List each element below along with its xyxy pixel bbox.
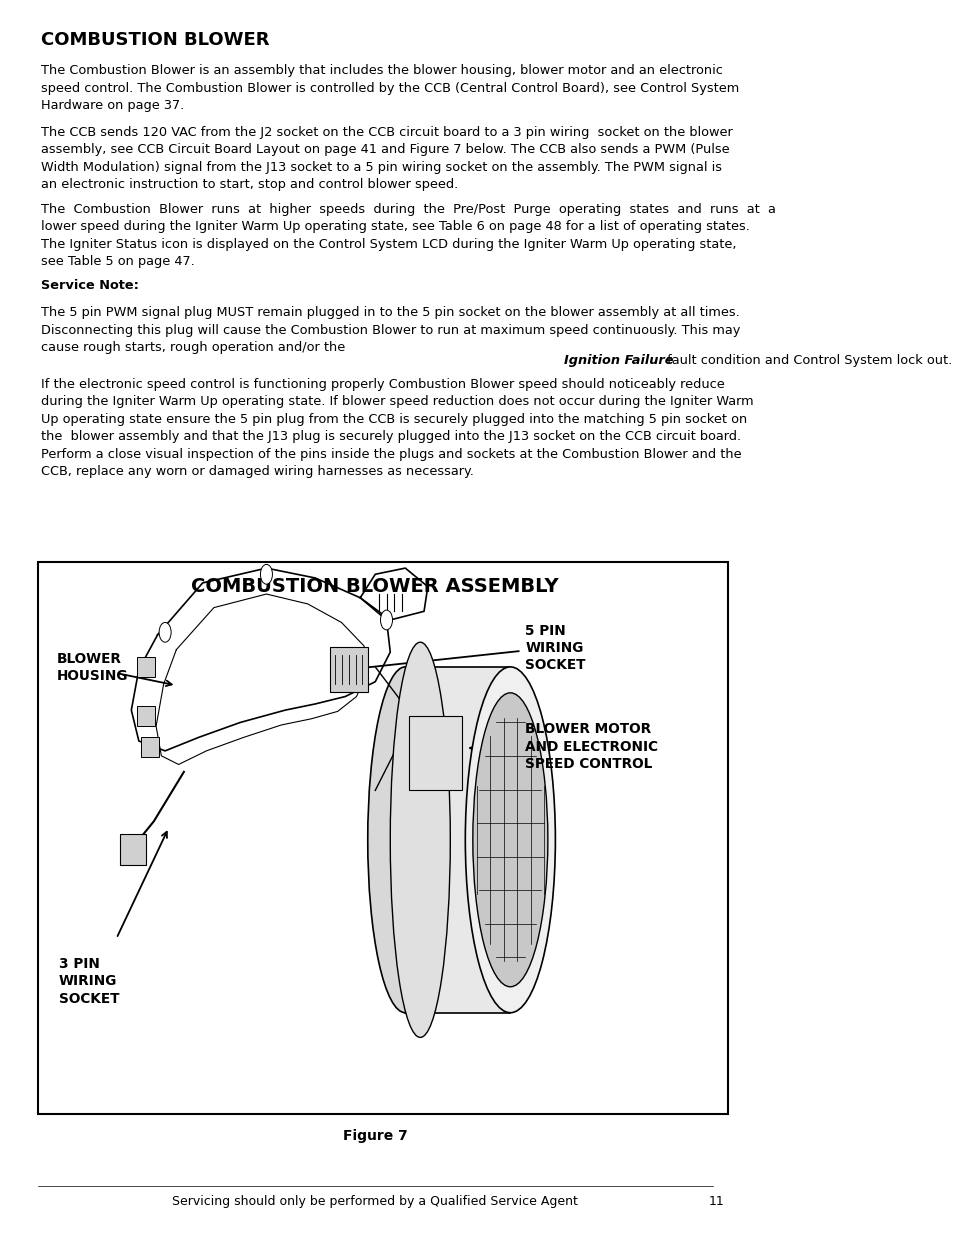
Bar — [137, 706, 155, 726]
Bar — [141, 737, 159, 757]
Ellipse shape — [367, 667, 442, 1013]
Bar — [405, 667, 510, 1013]
Ellipse shape — [465, 667, 555, 1013]
Text: 3 PIN
WIRING
SOCKET: 3 PIN WIRING SOCKET — [58, 957, 119, 1005]
Text: Figure 7: Figure 7 — [342, 1129, 407, 1142]
Text: The 5 pin PWM signal plug MUST remain plugged in to the 5 pin socket on the blow: The 5 pin PWM signal plug MUST remain pl… — [41, 306, 740, 354]
Bar — [330, 647, 367, 692]
Text: fault condition and Control System lock out.: fault condition and Control System lock … — [662, 353, 952, 367]
Text: If the electronic speed control is functioning properly Combustion Blower speed : If the electronic speed control is funct… — [41, 378, 753, 478]
Text: BLOWER
HOUSING: BLOWER HOUSING — [56, 652, 128, 683]
Text: COMBUSTION BLOWER ASSEMBLY: COMBUSTION BLOWER ASSEMBLY — [192, 577, 558, 595]
Bar — [137, 657, 155, 677]
Text: 5 PIN
WIRING
SOCKET: 5 PIN WIRING SOCKET — [525, 624, 585, 672]
Text: Service Note:: Service Note: — [41, 279, 139, 293]
Text: The CCB sends 120 VAC from the J2 socket on the CCB circuit board to a 3 pin wir: The CCB sends 120 VAC from the J2 socket… — [41, 126, 732, 191]
Bar — [120, 834, 146, 864]
Text: COMBUSTION BLOWER: COMBUSTION BLOWER — [41, 31, 270, 49]
Circle shape — [159, 622, 171, 642]
Ellipse shape — [473, 693, 547, 987]
Circle shape — [260, 564, 273, 584]
Bar — [409, 716, 461, 790]
Ellipse shape — [390, 642, 450, 1037]
Text: 11: 11 — [708, 1195, 723, 1209]
Text: The Combustion Blower is an assembly that includes the blower housing, blower mo: The Combustion Blower is an assembly tha… — [41, 64, 739, 112]
Bar — [37, 562, 727, 1114]
Text: The  Combustion  Blower  runs  at  higher  speeds  during  the  Pre/Post  Purge : The Combustion Blower runs at higher spe… — [41, 203, 776, 268]
Text: Servicing should only be performed by a Qualified Service Agent: Servicing should only be performed by a … — [172, 1195, 578, 1209]
Text: Ignition Failure: Ignition Failure — [563, 353, 673, 367]
Text: BLOWER MOTOR
AND ELECTRONIC
SPEED CONTROL: BLOWER MOTOR AND ELECTRONIC SPEED CONTRO… — [525, 722, 658, 771]
Circle shape — [380, 610, 392, 630]
